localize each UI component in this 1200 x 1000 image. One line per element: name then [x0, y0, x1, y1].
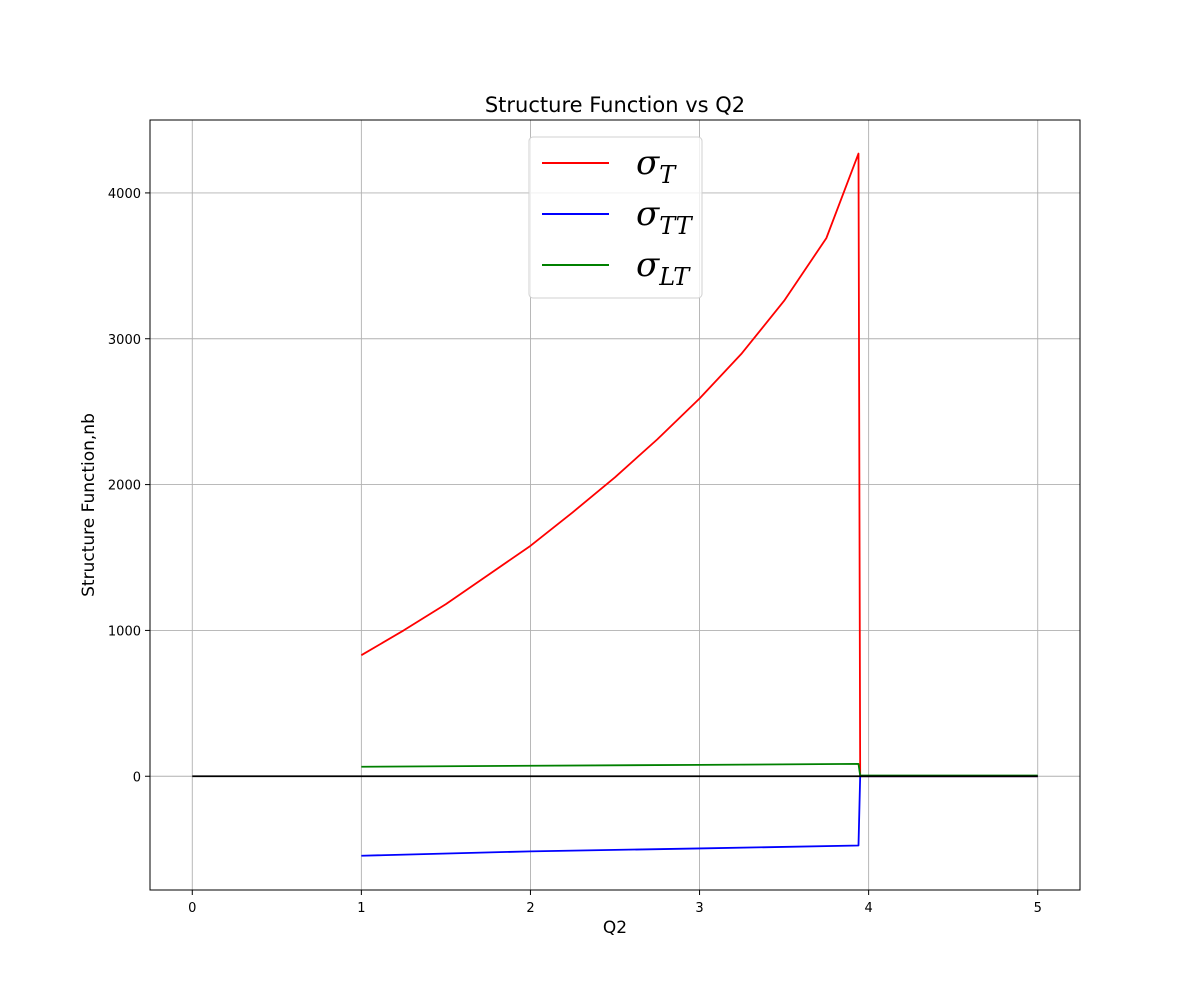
x-tick-label: 0: [188, 901, 196, 916]
x-tick-label: 5: [1034, 901, 1042, 916]
tick-layer: 0 1 2 3 4 5 0 1000 2000 3000 4000: [108, 187, 1042, 916]
legend-symbol: σ: [636, 245, 660, 285]
chart-title: Structure Function vs Q2: [485, 93, 745, 117]
y-tick-label: 4000: [108, 187, 141, 202]
legend-subscript: LT: [658, 263, 691, 291]
y-tick-label: 3000: [108, 333, 141, 348]
x-tick-label: 3: [695, 901, 703, 916]
series-line-sigma-t: [360, 152, 1038, 778]
x-tick-label: 1: [357, 901, 365, 916]
legend-label-sigma-t: σT: [636, 143, 677, 189]
x-axis-label: Q2: [603, 918, 627, 938]
series-layer: [192, 152, 1038, 857]
x-tick-label: 4: [864, 901, 872, 916]
y-axis-label: Structure Function,nb: [79, 413, 99, 597]
y-tick-label: 2000: [108, 479, 141, 494]
x-tick-label: 2: [526, 901, 534, 916]
y-tick-label: 0: [133, 770, 141, 785]
plot-frame: [149, 119, 1081, 891]
legend-label-sigma-lt: σLT: [636, 245, 691, 291]
legend-box: [528, 136, 703, 299]
legend-label-sigma-tt: σTT: [636, 194, 694, 240]
legend-subscript: T: [659, 161, 677, 189]
legend-symbol: σ: [636, 143, 660, 183]
legend-symbol: σ: [636, 194, 660, 234]
legend-subscript: TT: [659, 212, 693, 240]
y-tick-label: 1000: [108, 624, 141, 639]
